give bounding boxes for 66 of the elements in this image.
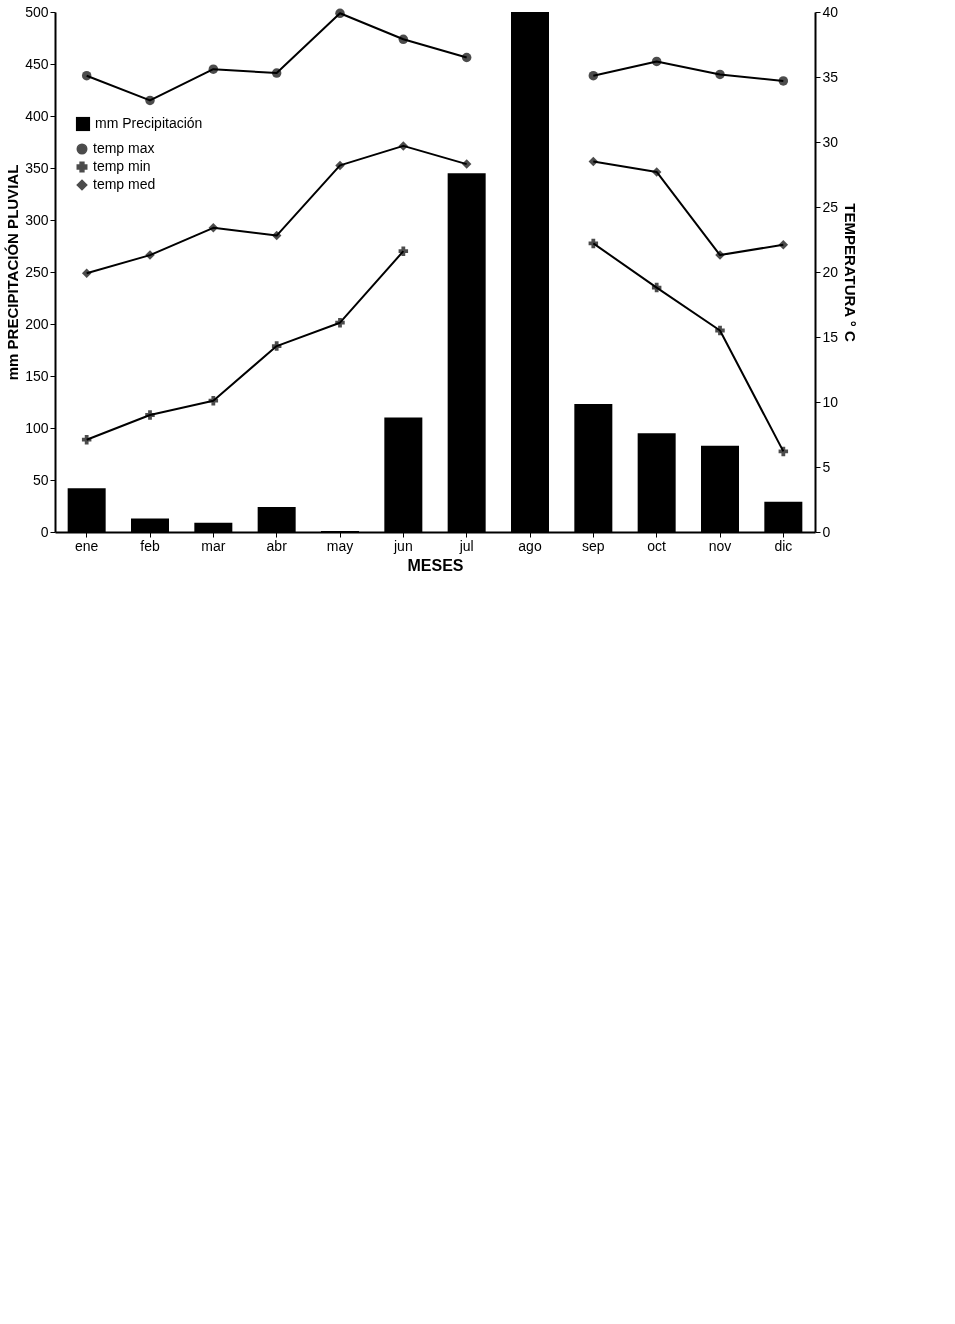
point [398, 141, 409, 151]
y-axis-title: mm PRECIPITACIÓN PLUVIAL [4, 164, 22, 381]
point [778, 239, 789, 250]
x-tick-label: sep [582, 537, 605, 554]
point [145, 95, 155, 106]
point [81, 268, 92, 279]
point [715, 69, 725, 80]
y-tick-label: 450 [25, 55, 49, 72]
y-tick-label: 250 [25, 263, 49, 280]
point [335, 8, 345, 19]
point [335, 160, 345, 171]
point [398, 34, 409, 45]
point [778, 76, 789, 86]
point [588, 156, 599, 167]
x-tick-label: mar [201, 537, 226, 554]
legend-label: temp med [93, 176, 156, 192]
point [271, 230, 282, 241]
point [335, 317, 345, 328]
x-tick-label: feb [140, 537, 160, 554]
point [81, 434, 92, 445]
point [271, 341, 282, 351]
y2-tick-label: 15 [822, 328, 839, 345]
y-tick-label: 350 [25, 159, 49, 176]
point [461, 52, 472, 63]
point [145, 410, 155, 420]
point [208, 64, 219, 74]
y-tick-label: 0 [40, 523, 49, 540]
point [208, 223, 219, 233]
y2-tick-label: 30 [822, 133, 839, 150]
x-axis-title: MESES [407, 556, 464, 574]
point [461, 159, 472, 169]
x-tick-label: may [326, 537, 354, 554]
x-tick-label: nov [708, 537, 732, 554]
x-tick-label: jun [392, 537, 413, 554]
point [651, 167, 662, 177]
point [81, 70, 92, 81]
legend-label: temp max [93, 140, 155, 156]
y2-tick-label: 0 [822, 523, 831, 540]
y-tick-label: 200 [25, 315, 49, 332]
y-tick-label: 100 [25, 419, 49, 436]
point [398, 246, 409, 256]
y2-tick-label: 20 [822, 263, 839, 280]
y2-tick-label: 10 [822, 393, 839, 410]
y-tick-label: 150 [25, 367, 49, 384]
y-tick-label: 50 [32, 471, 49, 488]
y2-axis-title: TEMPERATURA ° C [842, 203, 860, 342]
y-tick-label: 400 [25, 107, 49, 124]
point [208, 395, 219, 406]
point [651, 56, 662, 67]
legend-label: mm Precipitación [95, 115, 203, 131]
legend-label: temp min [93, 158, 151, 174]
point [588, 70, 599, 81]
x-tick-label: jul [458, 537, 474, 554]
y-tick-label: 500 [25, 3, 49, 20]
x-tick-label: ene [74, 537, 99, 554]
y2-tick-label: 40 [822, 3, 839, 20]
x-tick-label: abr [266, 537, 288, 554]
point [715, 325, 725, 336]
y2-tick-label: 5 [822, 458, 831, 475]
y2-tick-label: 25 [822, 198, 839, 215]
x-tick-label: dic [774, 537, 793, 554]
y2-tick-label: 35 [822, 68, 839, 85]
y-tick-label: 300 [25, 211, 49, 228]
point [271, 68, 282, 78]
x-tick-label: oct [647, 537, 667, 554]
x-tick-label: ago [518, 537, 542, 554]
